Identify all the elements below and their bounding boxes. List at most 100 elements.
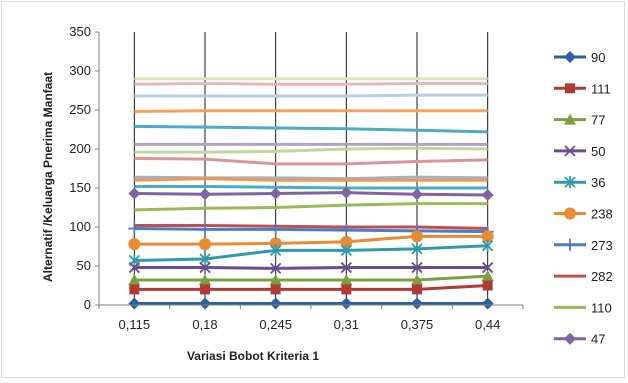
series-line: [134, 266, 488, 270]
legend-item-110: 110: [554, 300, 612, 315]
data-point: [411, 274, 423, 286]
data-point: [270, 262, 282, 274]
legend: 90 111 77 50 36 238 273 282 110 47: [554, 50, 613, 347]
chart-frame: 0 50 100 150 200 250 300 350 0,115 0,18 0,245 0,31 0…: [1, 1, 625, 378]
series-line: [134, 81, 488, 86]
legend-marker: [565, 83, 575, 94]
series-unlabeled-14: [134, 146, 488, 154]
data-point: [340, 244, 352, 257]
series-50: [128, 261, 494, 274]
legend-label: 77: [591, 113, 605, 128]
series-line: [134, 227, 488, 234]
y-tick-label: 0: [84, 297, 91, 312]
data-point: [270, 244, 282, 257]
data-point: [340, 297, 353, 310]
data-point: [411, 188, 423, 201]
series-line: [134, 184, 488, 190]
data-point: [340, 235, 353, 248]
data-point: [128, 187, 141, 200]
data-point: [269, 274, 282, 286]
legend-item-50: 50: [554, 144, 605, 159]
data-point: [199, 274, 211, 286]
legend-item-238: 238: [554, 207, 613, 222]
x-tick-label: 0,18: [192, 317, 217, 332]
axes: 0 50 100 150 200 250 300 350 0,115 0,18 0,245 0,31 0…: [69, 24, 524, 332]
legend-label: 111: [591, 81, 611, 96]
data-point: [200, 284, 210, 295]
data-point: [270, 284, 281, 295]
series-line: [134, 234, 488, 246]
series-line: [134, 124, 488, 134]
series-line: [134, 284, 488, 291]
data-point: [482, 239, 494, 252]
x-tick-label: 0,115: [119, 317, 151, 332]
series-line: [134, 177, 488, 182]
series-unlabeled-10: [134, 184, 488, 190]
y-tick-label: 350: [69, 24, 91, 39]
legend-marker: [564, 238, 576, 251]
data-point: [411, 230, 423, 243]
legend-marker: [564, 332, 576, 345]
data-point: [340, 186, 353, 199]
data-point: [199, 223, 211, 236]
data-point: [199, 261, 211, 274]
data-point: [269, 187, 282, 200]
legend-item-282: 282: [554, 269, 613, 284]
data-point: [411, 261, 423, 274]
legend-label: 36: [591, 175, 605, 190]
series-line: [134, 274, 488, 282]
y-tick-label: 100: [69, 219, 91, 234]
series-line: [134, 146, 488, 154]
legend-marker: [564, 51, 576, 63]
data-point: [199, 188, 211, 201]
data-point: [128, 297, 141, 310]
y-tick-label: 300: [69, 63, 91, 78]
series-unlabeled-19: [134, 81, 488, 86]
data-point: [411, 242, 423, 255]
data-point: [481, 270, 494, 282]
data-point: [199, 238, 211, 251]
series-282: [134, 223, 488, 231]
data-point: [341, 284, 352, 295]
legend-item-273: 273: [554, 238, 613, 253]
legend-label: 50: [591, 144, 605, 159]
x-tick-label: 0,375: [401, 317, 434, 332]
y-tick-label: 50: [77, 258, 91, 273]
series-unlabeled-13: [134, 156, 488, 166]
series-90: [128, 297, 494, 310]
series-line: [134, 244, 488, 263]
data-point: [481, 230, 494, 243]
data-point: [269, 223, 282, 236]
y-tick-label: 250: [69, 102, 91, 117]
gridlines: [133, 32, 489, 305]
legend-marker: [564, 145, 576, 157]
legend-marker: [564, 113, 576, 125]
legend-item-47: 47: [554, 332, 605, 347]
data-point: [340, 224, 353, 237]
series-line: [134, 109, 488, 114]
series-238: [128, 230, 494, 251]
y-axis-label: Alternatif /Keluarga Pnerima Manfaat: [41, 72, 55, 282]
series-unlabeled-18: [134, 93, 488, 98]
x-axis-label: Variasi Bobot Kriteria 1: [187, 349, 319, 363]
series-line: [134, 191, 488, 197]
x-tick-label: 0,245: [259, 317, 292, 332]
legend-label: 273: [591, 238, 613, 253]
data-point: [199, 297, 211, 310]
legend-item-111: 111: [554, 81, 611, 96]
series-110: [134, 202, 488, 212]
legend-item-77: 77: [554, 113, 605, 128]
series-line: [134, 156, 488, 166]
series-unlabeled-11: [134, 177, 488, 182]
series-line: [134, 223, 488, 231]
data-point: [481, 189, 494, 202]
data-point: [482, 280, 493, 291]
series-line: [134, 202, 488, 212]
legend-item-36: 36: [554, 175, 605, 190]
series-lines: [128, 77, 494, 310]
series-47: [128, 186, 494, 202]
legend-label: 110: [591, 300, 612, 315]
legend-marker: [564, 176, 576, 189]
series-77: [128, 270, 494, 286]
